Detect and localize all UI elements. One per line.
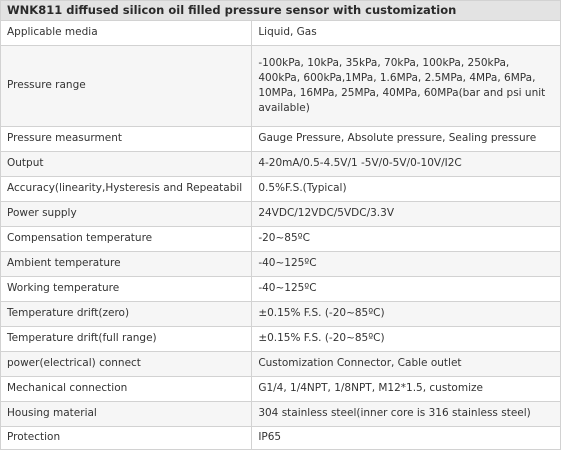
spec-value: 4-20mA/0.5-4.5V/1 -5V/0-5V/0-10V/I2C [251,151,561,177]
table-row: power(electrical) connect Customization … [0,351,561,377]
spec-label: Pressure measurment [0,126,253,152]
spec-label: Protection [0,426,253,450]
spec-label: Applicable media [0,20,253,46]
spec-value: ±0.15% F.S. (-20~85ºC) [251,326,561,352]
spec-value: Gauge Pressure, Absolute pressure, Seali… [251,126,561,152]
spec-value: -40~125ºC [251,251,561,277]
spec-value: Customization Connector, Cable outlet [251,351,561,377]
table-row: Accuracy(linearity,Hysteresis and Repeat… [0,176,561,202]
spec-label: Temperature drift(zero) [0,301,253,327]
spec-value: 24VDC/12VDC/5VDC/3.3V [251,201,561,227]
table-row: Output 4-20mA/0.5-4.5V/1 -5V/0-5V/0-10V/… [0,151,561,177]
spec-value: -100kPa, 10kPa, 35kPa, 70kPa, 100kPa, 25… [251,45,561,127]
spec-label: power(electrical) connect [0,351,253,377]
table-row: Power supply 24VDC/12VDC/5VDC/3.3V [0,201,561,227]
spec-value: 304 stainless steel(inner core is 316 st… [251,401,561,427]
spec-label: Pressure range [0,45,253,127]
spec-label: Power supply [0,201,253,227]
spec-label: Accuracy(linearity,Hysteresis and Repeat… [0,176,253,202]
table-row: Pressure measurment Gauge Pressure, Abso… [0,126,561,152]
spec-label: Housing material [0,401,253,427]
spec-value: ±0.15% F.S. (-20~85ºC) [251,301,561,327]
table-row: Compensation temperature -20~85ºC [0,226,561,252]
spec-label: Working temperature [0,276,253,302]
table-row: Protection IP65 [0,426,561,450]
spec-label: Compensation temperature [0,226,253,252]
spec-value: Liquid, Gas [251,20,561,46]
table-row: Mechanical connection G1/4, 1/4NPT, 1/8N… [0,376,561,402]
table-row: Temperature drift(zero) ±0.15% F.S. (-20… [0,301,561,327]
table-row: Housing material 304 stainless steel(inn… [0,401,561,427]
table-row: Applicable media Liquid, Gas [0,20,561,46]
table-row: Pressure range -100kPa, 10kPa, 35kPa, 70… [0,45,561,127]
spec-label: Output [0,151,253,177]
spec-value: 0.5%F.S.(Typical) [251,176,561,202]
spec-value: G1/4, 1/4NPT, 1/8NPT, M12*1.5, customize [251,376,561,402]
table-title: WNK811 diffused silicon oil filled press… [0,0,561,21]
table-row: Working temperature -40~125ºC [0,276,561,302]
title-row: WNK811 diffused silicon oil filled press… [0,0,561,21]
spec-label: Ambient temperature [0,251,253,277]
spec-value: -40~125ºC [251,276,561,302]
spec-value: IP65 [251,426,561,450]
table-row: Temperature drift(full range) ±0.15% F.S… [0,326,561,352]
spec-label: Temperature drift(full range) [0,326,253,352]
spec-value: -20~85ºC [251,226,561,252]
table-row: Ambient temperature -40~125ºC [0,251,561,277]
spec-label: Mechanical connection [0,376,253,402]
